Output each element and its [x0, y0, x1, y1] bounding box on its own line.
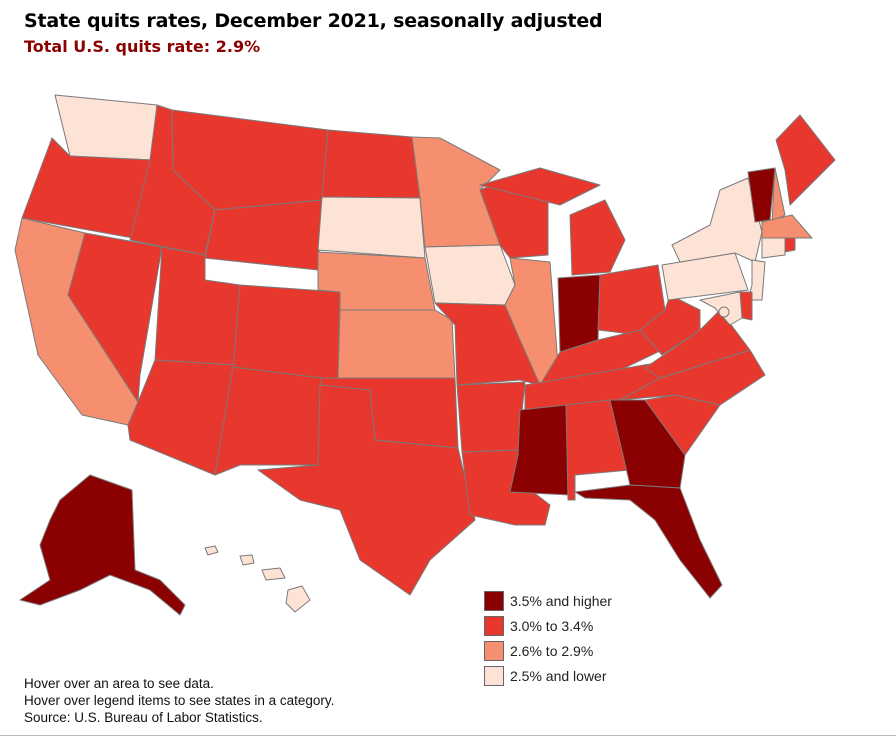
state-nj[interactable] — [747, 259, 766, 301]
state-tx[interactable] — [257, 384, 476, 596]
state-nd[interactable] — [321, 129, 421, 199]
state-ma[interactable] — [761, 214, 813, 239]
state-fl[interactable] — [574, 484, 723, 599]
state-ut[interactable] — [154, 246, 241, 366]
state-la[interactable] — [461, 449, 551, 526]
state-mi[interactable] — [479, 167, 626, 276]
state-co[interactable] — [232, 284, 341, 381]
legend-item-mid[interactable]: 2.6% to 2.9% — [484, 638, 612, 663]
legend-swatch-mid — [484, 640, 504, 661]
hover-note: Hover over an area to see data. — [24, 676, 214, 691]
state-nv[interactable] — [67, 232, 163, 403]
state-wy[interactable] — [204, 199, 323, 271]
state-sd[interactable] — [317, 196, 426, 259]
legend-hover-note: Hover over legend items to see states in… — [24, 693, 335, 708]
state-hi[interactable] — [204, 545, 311, 613]
legend-label: 3.5% and higher — [510, 592, 612, 609]
state-me[interactable] — [775, 114, 836, 206]
legend-label: 2.6% to 2.9% — [510, 642, 594, 659]
state-in[interactable] — [557, 274, 601, 353]
state-ct[interactable] — [761, 237, 786, 259]
state-ri[interactable] — [784, 237, 796, 253]
bottom-divider — [0, 735, 896, 736]
state-ia[interactable] — [424, 244, 516, 306]
legend: 3.5% and higher 3.0% to 3.4% 2.6% to 2.9… — [484, 588, 612, 688]
state-wa[interactable] — [54, 94, 158, 161]
chart-title: State quits rates, December 2021, season… — [24, 10, 603, 32]
state-az[interactable] — [127, 359, 236, 476]
state-wv[interactable] — [639, 294, 701, 356]
legend-swatch-midhigh — [484, 615, 504, 636]
state-il[interactable] — [504, 257, 559, 386]
state-ga[interactable] — [609, 399, 686, 489]
legend-label: 2.5% and lower — [510, 667, 607, 684]
legend-item-low[interactable]: 2.5% and lower — [484, 663, 612, 688]
chart-subtitle: Total U.S. quits rate: 2.9% — [24, 37, 261, 56]
state-ms[interactable] — [509, 404, 571, 496]
state-ks[interactable] — [337, 309, 456, 379]
legend-item-high[interactable]: 3.5% and higher — [484, 588, 612, 613]
legend-swatch-low — [484, 665, 504, 686]
state-dc[interactable] — [718, 306, 730, 318]
footer-notes: Hover over an area to see data. Hover ov… — [24, 675, 334, 726]
state-nm[interactable] — [214, 366, 323, 476]
legend-label: 3.0% to 3.4% — [510, 617, 594, 634]
legend-swatch-high — [484, 590, 504, 611]
state-ar[interactable] — [456, 381, 526, 453]
state-ny[interactable] — [671, 177, 763, 263]
source-note: Source: U.S. Bureau of Labor Statistics. — [24, 710, 263, 725]
legend-item-midhigh[interactable]: 3.0% to 3.4% — [484, 613, 612, 638]
state-ak[interactable] — [19, 474, 186, 616]
